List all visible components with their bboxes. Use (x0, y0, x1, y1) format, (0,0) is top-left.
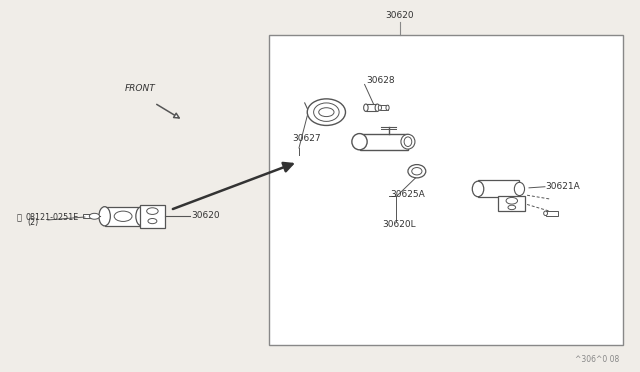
Text: 30620: 30620 (385, 11, 414, 20)
Text: (2): (2) (27, 218, 38, 227)
Text: 08121-0251E: 08121-0251E (26, 213, 79, 222)
Ellipse shape (386, 105, 389, 110)
Ellipse shape (472, 181, 484, 197)
Ellipse shape (412, 167, 422, 175)
Bar (545, 211, 558, 215)
Ellipse shape (401, 134, 415, 149)
Ellipse shape (408, 164, 426, 178)
Bar (83, 214, 91, 218)
Text: 30620L: 30620L (382, 220, 415, 230)
Ellipse shape (515, 182, 525, 196)
Text: 30627: 30627 (292, 134, 321, 143)
Circle shape (148, 218, 157, 224)
Text: Ⓑ: Ⓑ (17, 213, 22, 222)
Circle shape (319, 108, 334, 116)
Text: 30621A: 30621A (545, 182, 580, 191)
Ellipse shape (307, 99, 346, 125)
Ellipse shape (314, 103, 339, 121)
Text: 30628: 30628 (366, 76, 394, 85)
Ellipse shape (375, 104, 380, 112)
Bar (360, 134, 408, 150)
Bar (140, 205, 164, 228)
Ellipse shape (404, 137, 412, 147)
Circle shape (90, 213, 100, 219)
Bar (366, 104, 378, 112)
Text: 30625A: 30625A (390, 190, 425, 199)
Bar (104, 207, 141, 226)
Text: 30620: 30620 (191, 211, 220, 220)
Ellipse shape (99, 207, 110, 226)
Ellipse shape (364, 104, 368, 112)
Ellipse shape (352, 134, 367, 150)
Circle shape (506, 198, 518, 204)
Circle shape (508, 205, 516, 210)
Text: FRONT: FRONT (124, 84, 155, 93)
Bar (499, 196, 525, 211)
Ellipse shape (136, 207, 147, 226)
Circle shape (114, 211, 132, 221)
Circle shape (147, 208, 158, 214)
Bar (478, 180, 520, 197)
Ellipse shape (378, 105, 381, 110)
Bar (380, 105, 388, 110)
Ellipse shape (543, 211, 547, 215)
Bar (269, 35, 623, 345)
Text: ^306^0 08: ^306^0 08 (575, 356, 620, 365)
